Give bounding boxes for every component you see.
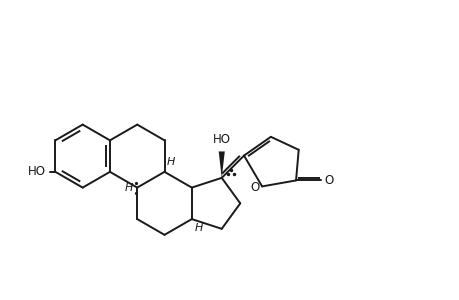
Text: H: H: [167, 157, 175, 167]
Text: O: O: [324, 174, 333, 187]
Text: O: O: [250, 182, 259, 194]
Text: HO: HO: [28, 165, 46, 178]
Text: H: H: [124, 183, 133, 193]
Text: H: H: [194, 223, 202, 233]
Text: HO: HO: [212, 134, 230, 146]
Polygon shape: [218, 152, 224, 178]
